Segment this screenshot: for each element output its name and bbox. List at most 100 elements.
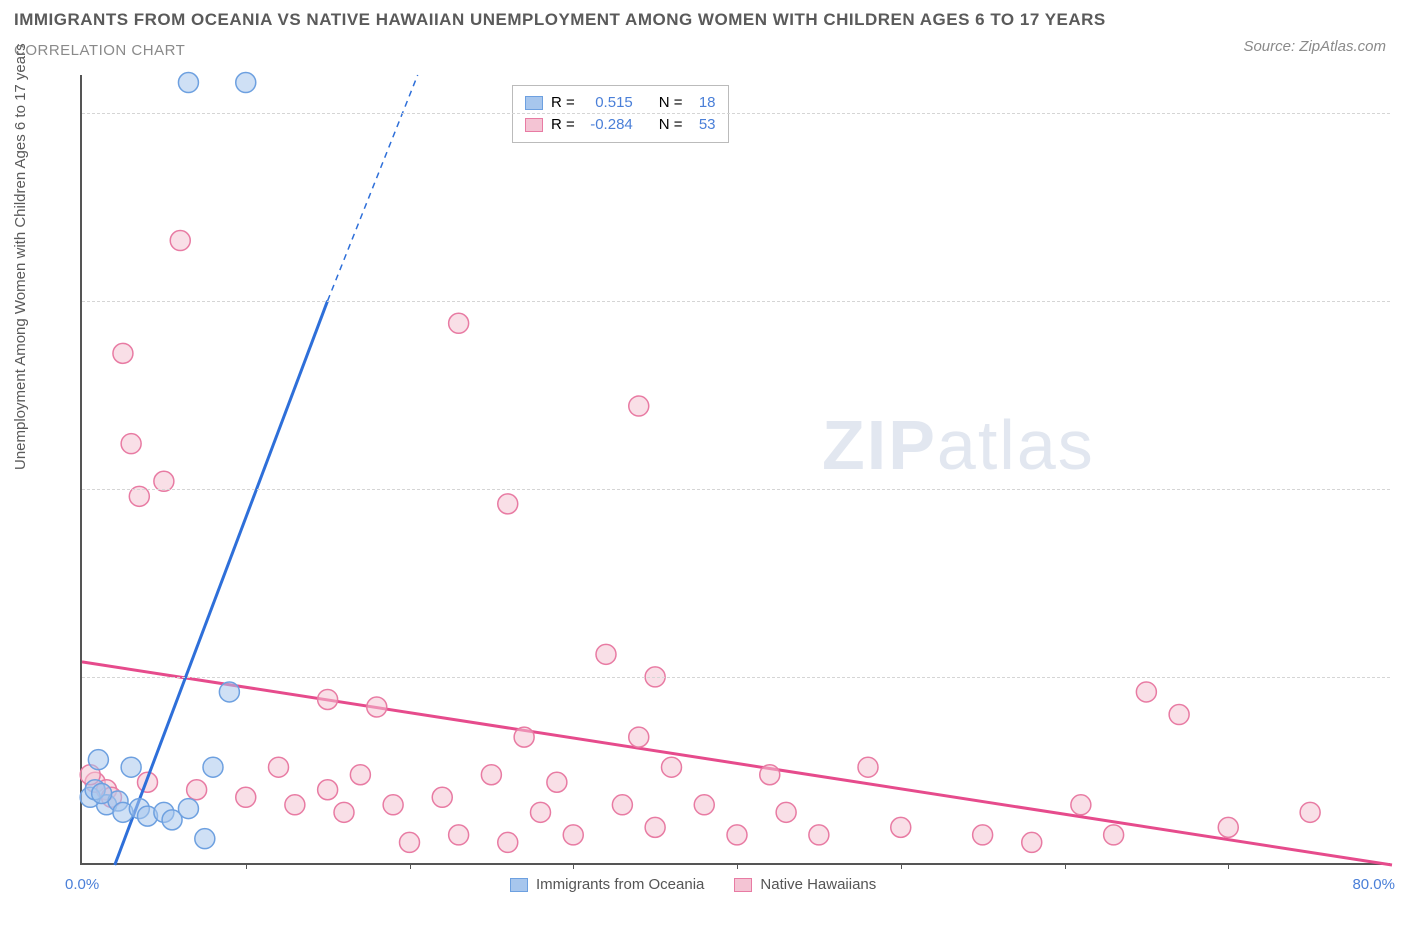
y-tick-label: 50.0% <box>1400 480 1406 497</box>
data-point-pink <box>1300 802 1320 822</box>
legend-stats-row-pink: R = -0.284 N = 53 <box>525 114 716 136</box>
data-point-pink <box>809 825 829 845</box>
data-point-blue <box>236 73 256 93</box>
data-point-pink <box>383 795 403 815</box>
data-point-pink <box>563 825 583 845</box>
gridline <box>82 113 1390 114</box>
r-label-pink: R = <box>551 114 575 136</box>
data-point-pink <box>400 832 420 852</box>
source-label: Source: ZipAtlas.com <box>1243 38 1386 55</box>
r-value-blue: 0.515 <box>583 92 633 114</box>
chart-subtitle: CORRELATION CHART <box>14 42 185 59</box>
data-point-pink <box>498 832 518 852</box>
n-label-pink: N = <box>659 114 683 136</box>
data-point-pink <box>612 795 632 815</box>
y-axis-label: Unemployment Among Women with Children A… <box>12 43 29 470</box>
y-tick-label: 25.0% <box>1400 668 1406 685</box>
data-point-pink <box>334 802 354 822</box>
data-point-blue <box>121 757 141 777</box>
swatch-pink <box>525 118 543 132</box>
legend-label-blue: Immigrants from Oceania <box>536 876 704 893</box>
trend-line-dash-blue <box>328 75 418 301</box>
x-tick-mark <box>1228 863 1229 869</box>
data-point-pink <box>269 757 289 777</box>
x-tick-mark <box>901 863 902 869</box>
x-tick-mark <box>737 863 738 869</box>
data-point-pink <box>760 765 780 785</box>
data-point-blue <box>195 829 215 849</box>
x-tick-mark <box>246 863 247 869</box>
data-point-pink <box>694 795 714 815</box>
x-tick-left: 0.0% <box>65 876 99 893</box>
data-point-blue <box>88 750 108 770</box>
gridline <box>82 301 1390 302</box>
data-point-pink <box>514 727 534 747</box>
data-point-pink <box>318 780 338 800</box>
y-tick-label: 100.0% <box>1400 104 1406 121</box>
y-tick-label: 75.0% <box>1400 292 1406 309</box>
data-point-pink <box>1071 795 1091 815</box>
data-point-blue <box>203 757 223 777</box>
data-point-pink <box>858 757 878 777</box>
data-point-pink <box>776 802 796 822</box>
plot-area: ZIPatlas R = 0.515 N = 18 R = -0.284 N =… <box>50 75 1390 865</box>
x-tick-mark <box>573 863 574 869</box>
gridline <box>82 489 1390 490</box>
data-point-pink <box>187 780 207 800</box>
n-label-blue: N = <box>659 92 683 114</box>
data-point-pink <box>350 765 370 785</box>
data-point-pink <box>662 757 682 777</box>
x-tick-mark <box>1065 863 1066 869</box>
data-point-pink <box>727 825 747 845</box>
data-point-pink <box>629 396 649 416</box>
data-point-pink <box>170 231 190 251</box>
x-tick-mark <box>410 863 411 869</box>
data-point-pink <box>1104 825 1124 845</box>
swatch-blue-bottom <box>510 878 528 892</box>
data-point-pink <box>498 494 518 514</box>
data-point-pink <box>645 817 665 837</box>
gridline <box>82 677 1390 678</box>
data-point-blue <box>219 682 239 702</box>
data-point-pink <box>1136 682 1156 702</box>
r-label-blue: R = <box>551 92 575 114</box>
data-point-pink <box>113 343 133 363</box>
legend-bottom: Immigrants from Oceania Native Hawaiians <box>510 876 876 893</box>
n-value-pink: 53 <box>691 114 716 136</box>
data-point-pink <box>481 765 501 785</box>
legend-item-blue: Immigrants from Oceania <box>510 876 704 893</box>
swatch-pink-bottom <box>734 878 752 892</box>
data-point-pink <box>285 795 305 815</box>
data-point-pink <box>318 689 338 709</box>
swatch-blue <box>525 96 543 110</box>
data-point-pink <box>1218 817 1238 837</box>
data-point-pink <box>973 825 993 845</box>
legend-label-pink: Native Hawaiians <box>760 876 876 893</box>
data-point-blue <box>92 784 112 804</box>
data-point-pink <box>432 787 452 807</box>
r-value-pink: -0.284 <box>583 114 633 136</box>
legend-item-pink: Native Hawaiians <box>734 876 876 893</box>
data-point-pink <box>629 727 649 747</box>
data-point-pink <box>449 825 469 845</box>
n-value-blue: 18 <box>691 92 716 114</box>
plot-svg <box>82 75 1390 863</box>
data-point-pink <box>531 802 551 822</box>
legend-stats-row-blue: R = 0.515 N = 18 <box>525 92 716 114</box>
data-point-pink <box>367 697 387 717</box>
data-point-blue <box>178 799 198 819</box>
trend-line-blue <box>115 301 328 865</box>
data-point-pink <box>596 644 616 664</box>
data-point-pink <box>1169 705 1189 725</box>
data-point-pink <box>121 434 141 454</box>
data-point-pink <box>1022 832 1042 852</box>
data-point-pink <box>236 787 256 807</box>
legend-stats: R = 0.515 N = 18 R = -0.284 N = 53 <box>512 85 729 143</box>
x-tick-right: 80.0% <box>1352 876 1395 893</box>
plot: ZIPatlas R = 0.515 N = 18 R = -0.284 N =… <box>80 75 1390 865</box>
data-point-pink <box>891 817 911 837</box>
data-point-blue <box>178 73 198 93</box>
chart-title: IMMIGRANTS FROM OCEANIA VS NATIVE HAWAII… <box>14 10 1106 30</box>
data-point-pink <box>449 313 469 333</box>
data-point-pink <box>547 772 567 792</box>
